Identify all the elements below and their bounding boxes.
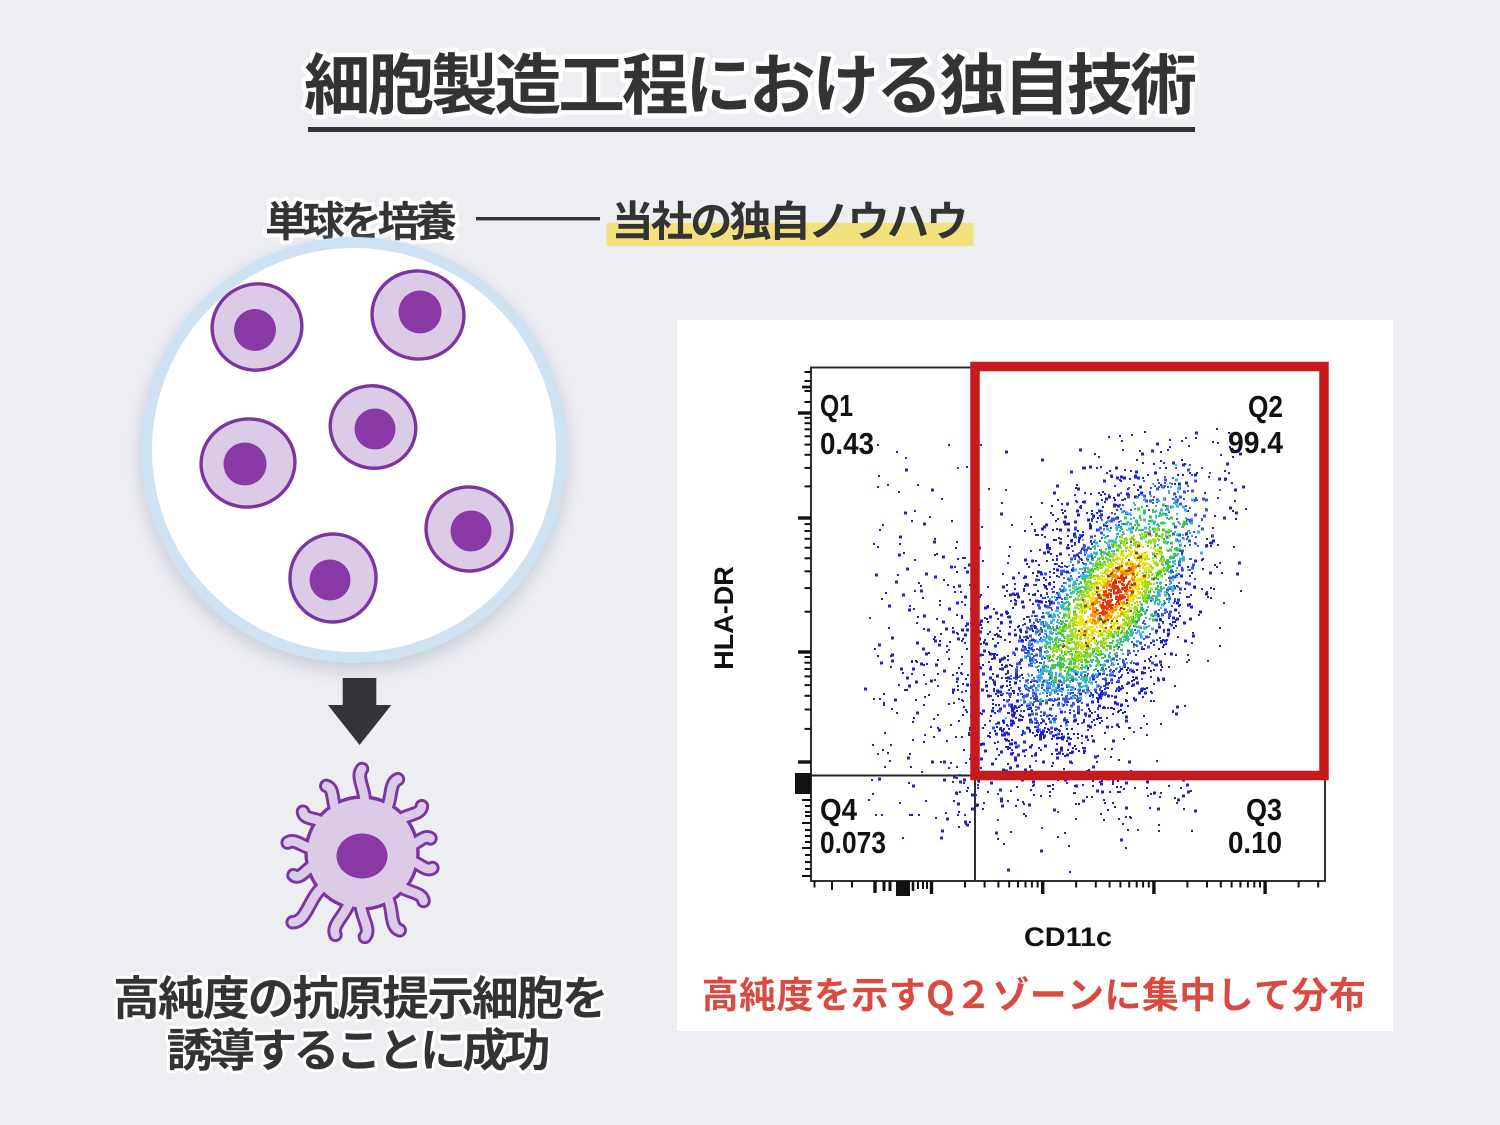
svg-text:0.43: 0.43 [820, 426, 874, 461]
svg-text:Q4: Q4 [820, 792, 858, 827]
svg-text:0.10: 0.10 [1228, 825, 1282, 860]
svg-text:0.073: 0.073 [820, 825, 886, 860]
svg-text:CD11c: CD11c [1024, 922, 1112, 952]
svg-text:HLA-DR: HLA-DR [709, 566, 739, 669]
svg-text:Q1: Q1 [820, 388, 853, 423]
svg-text:Q2: Q2 [1248, 389, 1283, 424]
svg-text:Q3: Q3 [1246, 792, 1282, 827]
svg-text:99.4: 99.4 [1228, 425, 1284, 460]
